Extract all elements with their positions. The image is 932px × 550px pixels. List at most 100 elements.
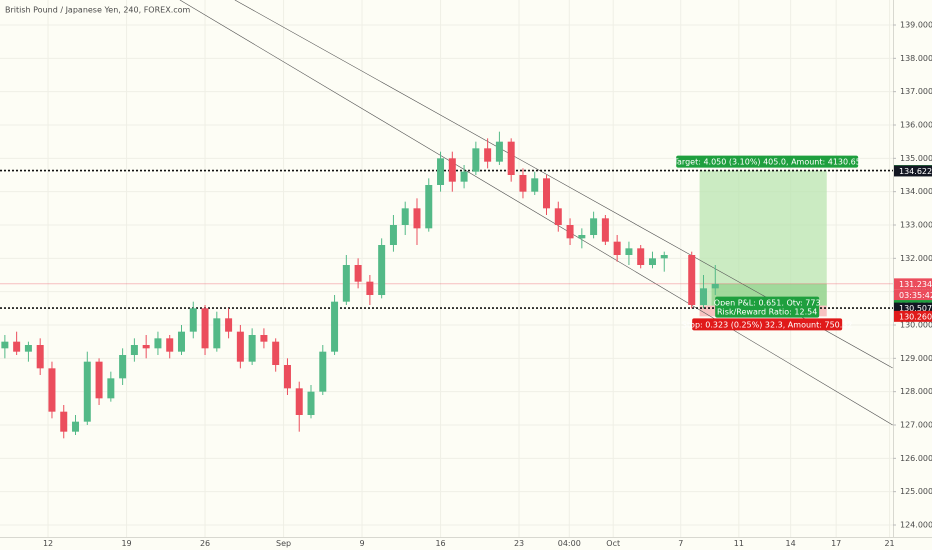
candle-body	[307, 391, 315, 415]
candle-body	[119, 355, 127, 379]
candle-body	[166, 338, 174, 352]
price-tag	[894, 310, 932, 322]
candle-body	[48, 368, 56, 412]
position-label: Target: 4.050 (3.10%) 405.0, Amount: 413…	[672, 158, 860, 167]
x-tick-label: 12	[43, 539, 53, 548]
x-tick-label: 17	[831, 539, 841, 548]
trendline	[179, 0, 893, 426]
y-tick-label: 135.000	[900, 154, 932, 163]
position-label-box	[676, 155, 859, 168]
y-tick-label: 133.000	[900, 221, 932, 230]
position-label: Risk/Reward Ratio: 12.54	[717, 308, 817, 317]
y-tick-label: 126.000	[900, 454, 932, 463]
candle-body	[389, 225, 397, 245]
price-tag-label: 131.234	[899, 280, 932, 289]
candle-body	[700, 288, 708, 305]
candle-body	[272, 341, 280, 365]
price-tag	[894, 165, 932, 177]
candle-body	[260, 335, 268, 342]
candle-body	[24, 345, 32, 352]
candle-body	[648, 258, 656, 265]
candle-body	[613, 241, 621, 255]
x-tick-label: 19	[121, 539, 131, 548]
candle-body	[448, 158, 456, 182]
candle-body	[177, 331, 185, 352]
y-tick-label: 127.000	[900, 421, 932, 430]
candle-body	[472, 148, 480, 172]
candle-body	[60, 411, 68, 432]
x-tick-label: Sep	[276, 539, 291, 548]
y-tick-label: 130.000	[900, 321, 932, 330]
candle-body	[637, 248, 645, 265]
x-tick-label: 11	[734, 539, 744, 548]
position-label-box	[692, 318, 843, 331]
y-tick-label: 138.000	[900, 54, 932, 63]
candle-body	[236, 331, 244, 362]
price-tag-label: 130.507	[899, 304, 932, 313]
x-tick-label: 26	[200, 539, 210, 548]
candle-body	[283, 365, 291, 389]
candle-body	[711, 283, 719, 289]
y-tick-label: 132.000	[900, 254, 932, 263]
candle-body	[331, 301, 339, 352]
candle-body	[460, 171, 468, 182]
y-tick-label: 129.000	[900, 354, 932, 363]
candle-body	[13, 341, 21, 352]
x-tick-label: 16	[435, 539, 445, 548]
candle-body	[484, 148, 492, 162]
candle-body	[201, 308, 209, 349]
candle-body	[437, 158, 445, 185]
x-tick-label: 23	[514, 539, 524, 548]
y-tick-label: 124.000	[900, 521, 932, 530]
candle-body	[154, 338, 162, 349]
candle-body	[295, 388, 303, 415]
y-tick-label: 137.000	[900, 87, 932, 96]
y-tick-label: 136.000	[900, 121, 932, 130]
position-label: Stop: 0.323 (0.25%) 32.3, Amount: 750.32	[682, 320, 853, 329]
candle-body	[72, 421, 80, 432]
x-tick-label: 7	[678, 539, 683, 548]
candle-body	[366, 281, 374, 295]
target-zone	[699, 170, 827, 306]
candle-body	[1, 341, 9, 349]
countdown: 03:35:42	[899, 291, 932, 300]
candle-body	[354, 265, 362, 282]
candle-body	[531, 178, 539, 192]
candle-body	[625, 248, 633, 255]
candle-body	[543, 178, 551, 209]
candle-body	[142, 345, 150, 349]
x-tick-label: Oct	[606, 539, 620, 548]
candle-body	[189, 308, 197, 332]
x-tick-label: 04:00	[558, 539, 581, 548]
candle-body	[413, 208, 421, 229]
candle-body	[107, 378, 115, 399]
x-tick-label: 14	[786, 539, 796, 548]
price-tag-label: 130.260	[899, 312, 932, 321]
candle-body	[130, 345, 138, 355]
candle-body	[378, 245, 386, 295]
candle-body	[519, 175, 527, 192]
candle-body	[342, 265, 350, 302]
candle-body	[688, 255, 696, 305]
y-tick-label: 139.000	[900, 21, 932, 30]
candle-body	[495, 141, 503, 162]
y-tick-label: 134.000	[900, 187, 932, 196]
x-tick-label: 21	[884, 539, 894, 548]
price-tag-label: 134.622	[899, 167, 932, 176]
candle-body	[590, 218, 598, 235]
candle-body	[248, 335, 256, 362]
position-label: Open P&L: 0.651, Qty: 773	[714, 299, 821, 308]
price-tag	[894, 302, 932, 314]
chart-title: British Pound / Japanese Yen, 240, FOREX…	[5, 6, 191, 15]
y-tick-label: 125.000	[900, 487, 932, 496]
candle-body	[554, 208, 562, 225]
candle-body	[36, 345, 44, 369]
candle-body	[225, 318, 233, 332]
candle-body	[578, 235, 586, 239]
price-tag	[894, 278, 932, 290]
candle-body	[213, 318, 221, 349]
candle-body	[601, 218, 609, 242]
y-tick-label: 128.000	[900, 387, 932, 396]
countdown-tag	[894, 289, 932, 301]
